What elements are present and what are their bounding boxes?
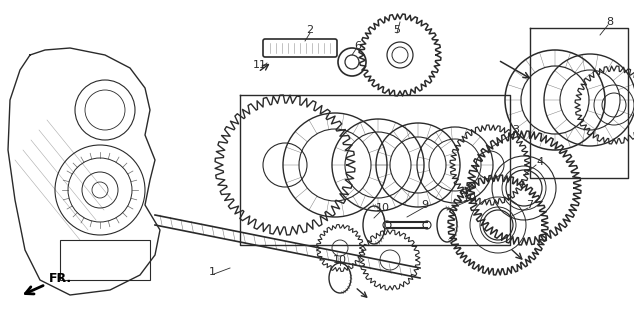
Text: 10: 10 bbox=[463, 193, 477, 203]
Text: 1: 1 bbox=[209, 267, 216, 277]
Text: 10: 10 bbox=[376, 203, 390, 213]
Text: 5: 5 bbox=[394, 25, 401, 35]
Text: 8: 8 bbox=[607, 17, 614, 27]
Text: 10: 10 bbox=[333, 255, 347, 265]
Text: 11: 11 bbox=[253, 60, 267, 70]
Text: 6: 6 bbox=[354, 41, 361, 51]
Text: 4: 4 bbox=[536, 157, 543, 167]
Text: 9: 9 bbox=[422, 200, 429, 210]
Text: 3: 3 bbox=[512, 125, 519, 135]
Text: FR.: FR. bbox=[25, 271, 72, 294]
Text: 7: 7 bbox=[526, 200, 534, 210]
Bar bbox=[60, 240, 150, 280]
Text: 2: 2 bbox=[306, 25, 314, 35]
